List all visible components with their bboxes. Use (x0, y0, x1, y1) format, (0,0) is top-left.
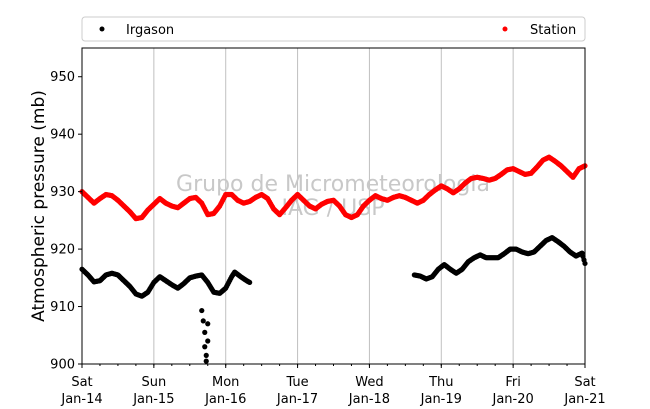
legend-frame (81, 16, 586, 42)
data-point (202, 329, 208, 335)
x-tick-day: Wed (355, 375, 383, 390)
data-point (200, 318, 206, 324)
data-point (247, 279, 253, 286)
x-tick-date: Jan-17 (276, 392, 318, 407)
x-tick-date: Jan-19 (420, 392, 462, 407)
x-tick-day: Fri (505, 375, 521, 390)
y-tick-label: 940 (50, 128, 75, 143)
grid-lines (153, 48, 514, 364)
x-tick-date: Jan-20 (492, 392, 534, 407)
y-axis: 900 910 920 930 940 950 (50, 70, 82, 373)
y-tick-label: 950 (50, 70, 75, 85)
y-tick-label: 900 (50, 358, 75, 373)
x-tick-day: Sat (71, 375, 92, 390)
x-tick-day: Sun (141, 375, 166, 390)
series-layer (79, 154, 588, 364)
x-tick-date: Jan-16 (204, 392, 246, 407)
x-tick-date: Jan-21 (563, 392, 605, 407)
x-tick-day: Tue (285, 375, 308, 390)
x-tick-day: Thu (428, 375, 453, 390)
x-tick-day: Sat (574, 375, 595, 390)
y-tick-label: 930 (50, 185, 75, 200)
data-point (205, 321, 211, 327)
legend-label-station: Station (530, 23, 576, 38)
data-point (203, 352, 209, 358)
y-tick-label: 910 (50, 300, 75, 315)
legend-marker-irgason (99, 26, 105, 32)
series-irgason (79, 235, 588, 364)
y-tick-label: 920 (50, 243, 75, 258)
x-tick-date: Jan-18 (348, 392, 390, 407)
data-point (199, 307, 205, 314)
legend-label-irgason: Irgason (126, 23, 174, 38)
series-station (79, 154, 588, 222)
data-point (202, 344, 208, 350)
legend: Irgason Station (81, 16, 586, 42)
y-axis-label: Atmospheric pressure (mb) (29, 90, 49, 322)
x-tick-day: Mon (212, 375, 239, 390)
legend-marker-station (502, 26, 508, 32)
data-point (205, 338, 211, 344)
x-tick-date: Jan-15 (132, 392, 174, 407)
data-point (203, 358, 209, 364)
x-tick-date: Jan-14 (60, 392, 102, 407)
x-axis: Sat Jan-14 Sun Jan-15 Mon Jan-16 Tue Jan-17 Wed J… (60, 364, 606, 407)
